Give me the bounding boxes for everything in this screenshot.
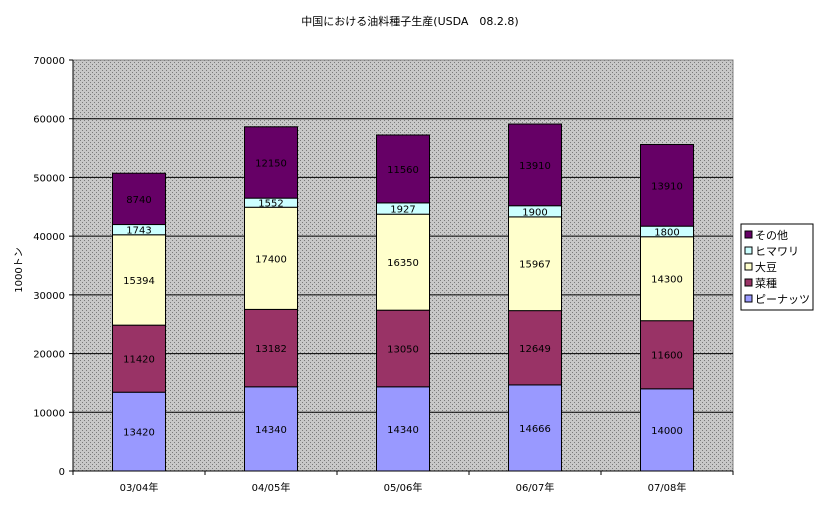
x-tick-label: 06/07年 [516,481,555,494]
data-label: 15394 [123,276,155,287]
data-label: 14340 [387,425,419,436]
legend-swatch [744,262,753,271]
data-label: 1900 [522,207,547,218]
bar-segment [244,126,298,199]
legend-label: ピーナッツ [755,293,810,306]
data-label: 14300 [651,275,683,286]
x-tick-label: 07/08年 [648,481,687,494]
data-label: 8740 [126,195,151,206]
legend-swatch [744,294,753,303]
x-tick-label: 05/06年 [384,481,423,494]
data-label: 13182 [255,344,287,355]
bar-segment [640,143,694,227]
legend [740,223,814,311]
y-tick-label: 0 [59,467,65,478]
bar-segment [112,234,166,326]
bar-segment [640,236,694,322]
y-tick-label: 20000 [33,350,65,361]
chart-title: 中国における油料種子生産(USDA 08.2.8) [301,14,518,28]
data-label: 11600 [651,351,683,362]
legend-label: 大豆 [755,260,777,274]
bar-segment [376,309,430,388]
y-axis-label: 1000トン [14,247,25,292]
legend-label: その他 [755,229,788,242]
y-tick-label: 70000 [33,56,65,67]
data-label: 14666 [519,424,551,435]
bar-segment [244,206,298,310]
bar-segment [112,391,166,472]
data-label: 1927 [390,205,415,216]
data-label: 17400 [255,254,287,265]
data-label: 15967 [519,260,551,271]
bar-segment [112,324,166,393]
y-tick-label: 60000 [33,115,65,126]
legend-swatch [744,230,753,239]
bar-segment [244,386,298,472]
bar-segment [244,308,298,388]
data-label: 11560 [387,165,419,176]
data-label: 1800 [654,227,679,238]
data-label: 14000 [651,426,683,437]
y-tick-label: 10000 [33,408,65,419]
bar-segment [376,213,430,311]
y-tick-label: 50000 [33,173,65,184]
x-tick-label: 04/05年 [252,481,291,494]
y-tick-label: 30000 [33,291,65,302]
bar-segment [640,320,694,390]
bar-segment [640,388,694,472]
bar-segment [376,134,430,204]
data-label: 12649 [519,344,551,355]
data-label: 11420 [123,355,155,366]
data-label: 13050 [387,344,419,355]
y-tick-label: 40000 [33,232,65,243]
data-label: 1743 [126,226,151,237]
data-label: 16350 [387,258,419,269]
data-label: 13910 [519,161,551,172]
bar-segment [112,172,166,226]
data-label: 13420 [123,428,155,439]
data-label: 1552 [258,199,283,210]
x-tick-label: 03/04年 [120,481,159,494]
bar-segment [508,216,562,312]
data-label: 12150 [255,158,287,169]
bar-segment [508,310,562,386]
legend-label: ヒマワリ [755,245,799,258]
legend-swatch [744,278,753,287]
legend-label: 菜種 [755,276,777,290]
bar-segment [508,123,562,207]
data-label: 14340 [255,425,287,436]
legend-swatch [744,246,753,255]
data-label: 13910 [651,181,683,192]
